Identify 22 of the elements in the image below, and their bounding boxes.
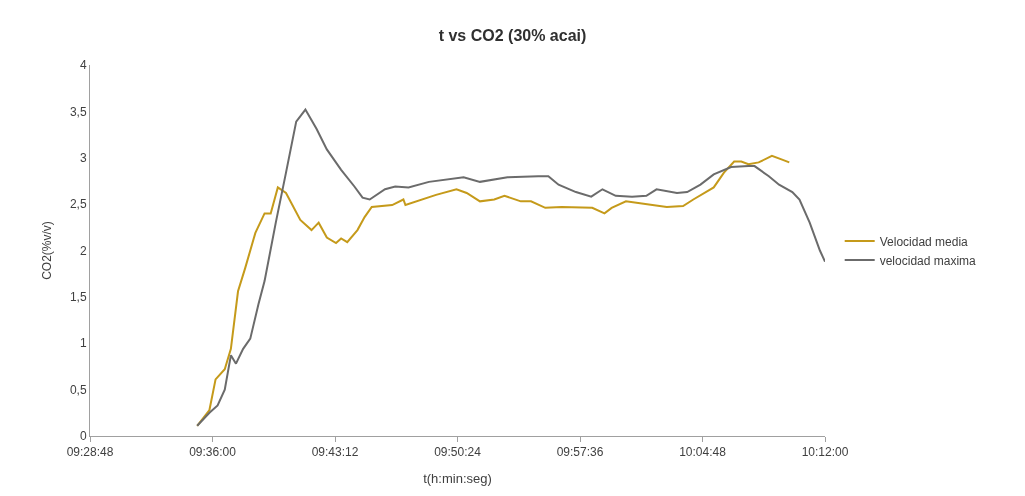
y-axis-title: CO2(%v/v)	[40, 221, 55, 280]
x-tick-label: 10:12:00	[801, 445, 849, 460]
y-tick-label: 2	[79, 243, 87, 258]
y-tick-label: 0	[79, 429, 87, 444]
x-tick-label: 09:50:24	[434, 445, 482, 460]
y-tick-label: 3,5	[69, 104, 87, 119]
line-series	[196, 108, 825, 427]
y-tick-label: 0,5	[69, 382, 87, 397]
x-tick-label: 10:04:48	[679, 445, 727, 460]
y-tick-label: 1,5	[69, 290, 87, 305]
x-tick-label: 09:28:48	[66, 445, 114, 460]
x-tick-label: 09:43:12	[311, 445, 359, 460]
y-tick-label: 4	[79, 58, 87, 73]
x-tick-label: 09:57:36	[556, 445, 604, 460]
legend-label: Velocidad media	[879, 234, 969, 249]
y-tick-label: 2,5	[69, 197, 87, 212]
y-tick-label: 1	[79, 336, 87, 351]
chart-title: t vs CO2 (30% acai)	[438, 26, 587, 44]
x-tick-label: 09:36:00	[189, 445, 237, 460]
y-tick-label: 3	[79, 150, 87, 165]
x-axis-title: t(h:min:seg)	[423, 471, 492, 486]
legend-label: velocidad maxima	[879, 253, 977, 268]
